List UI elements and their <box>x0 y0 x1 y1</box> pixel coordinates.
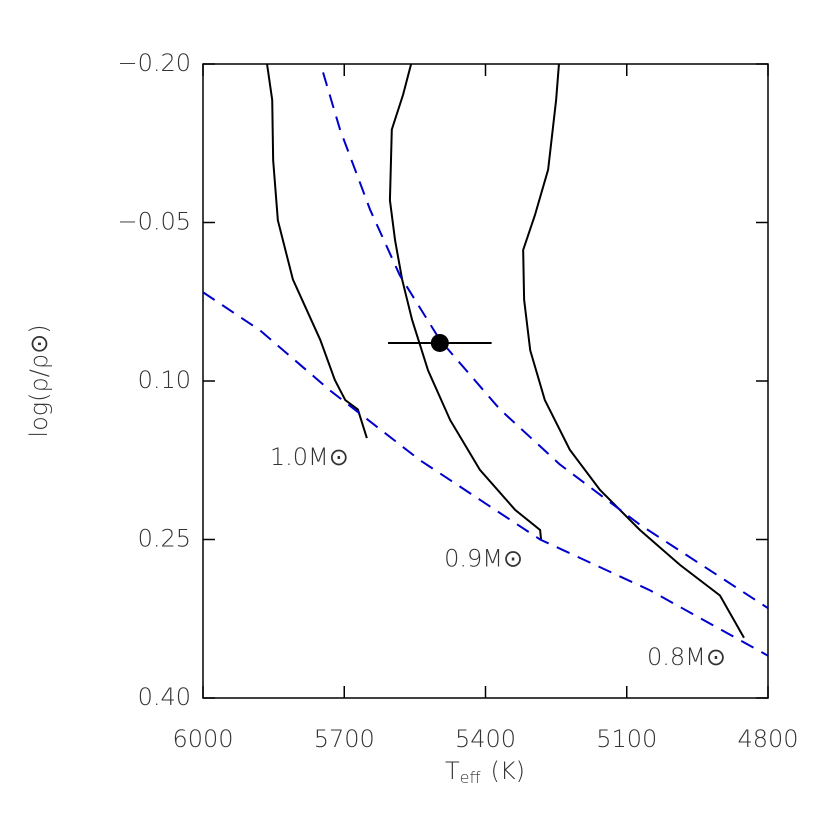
y-tick-label: 0.40 <box>138 683 191 711</box>
track-line <box>388 63 543 540</box>
dashed-line <box>322 72 769 610</box>
x-tick-label: 6000 <box>172 725 233 753</box>
data-point <box>430 333 449 352</box>
y-tick-label: 0.10 <box>138 366 191 394</box>
x-axis-label: Teff (K) <box>445 757 525 787</box>
track-line <box>266 63 368 439</box>
y-tick-label: −0.20 <box>117 49 191 77</box>
y-axis-label: log(ρ/ρ⊙) <box>25 324 53 437</box>
plot-frame <box>202 63 769 699</box>
x-tick-label: 5100 <box>596 725 657 753</box>
y-tick-label: 0.25 <box>138 525 191 553</box>
x-tick-label: 5400 <box>455 725 516 753</box>
track-label: 1.0M⊙ <box>270 443 349 471</box>
x-tick-label: 4800 <box>737 725 798 753</box>
track-line <box>522 63 745 639</box>
y-tick-label: −0.05 <box>117 208 191 236</box>
dashed-line <box>202 291 769 657</box>
x-tick-label: 5700 <box>314 725 375 753</box>
track-label: 0.8M⊙ <box>647 643 726 671</box>
track-label: 0.9M⊙ <box>444 545 523 573</box>
x-label-sub: eff <box>460 768 481 787</box>
x-label-unit: (K) <box>491 757 525 785</box>
x-label-main: T <box>445 757 460 785</box>
